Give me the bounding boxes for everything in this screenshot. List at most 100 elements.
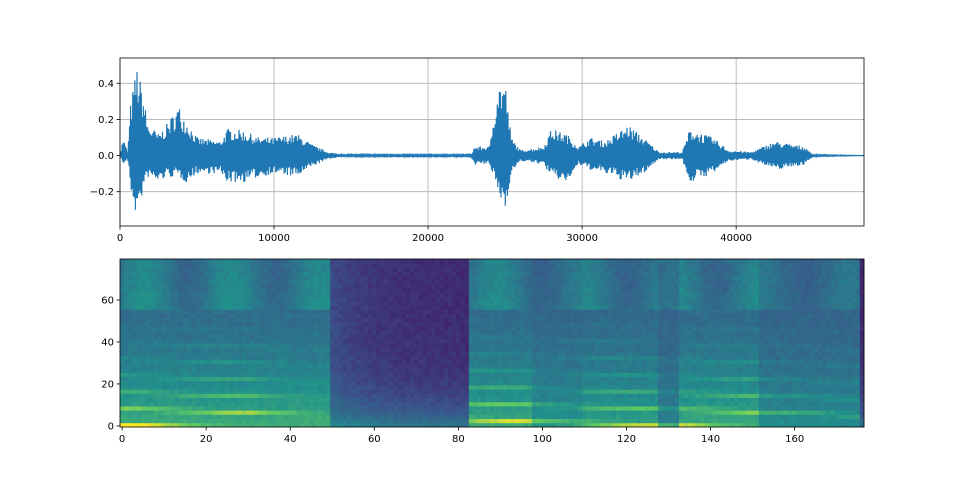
spectrogram-cell	[385, 309, 390, 314]
spectrogram-cell	[481, 389, 486, 394]
spectrogram-cell	[351, 385, 356, 390]
spectrogram-cell	[637, 385, 642, 390]
spectrogram-cell	[591, 372, 596, 377]
spectrogram-cell	[305, 347, 310, 352]
spectrogram-cell	[187, 410, 192, 415]
spectrogram-cell	[330, 351, 335, 356]
spectrogram-cell	[187, 301, 192, 306]
spectrogram-cell	[637, 314, 642, 319]
spectrogram-cell	[402, 322, 407, 327]
spectrogram-cell	[246, 356, 251, 361]
spectrogram-cell	[418, 398, 423, 403]
spectrogram-cell	[557, 272, 562, 277]
spectrogram-cell	[397, 343, 402, 348]
spectrogram-cell	[540, 276, 545, 281]
spectrogram-cell	[528, 309, 533, 314]
spectrogram-cell	[200, 309, 205, 314]
spectrogram-cell	[498, 276, 503, 281]
spectrogram-cell	[494, 280, 499, 285]
spectrogram-cell	[612, 335, 617, 340]
spectrogram-cell	[221, 398, 226, 403]
spectrogram-cell	[612, 360, 617, 365]
spectrogram-cell	[162, 414, 167, 419]
spectrogram-cell	[524, 347, 529, 352]
spectrogram-cell	[448, 284, 453, 289]
spectrogram-cell	[481, 368, 486, 373]
spectrogram-cell	[460, 293, 465, 298]
spectrogram-cell	[238, 364, 243, 369]
spectrogram-cell	[393, 305, 398, 310]
spectrogram-cell	[452, 351, 457, 356]
spectrogram-cell	[196, 414, 201, 419]
spectrogram-cell	[175, 381, 180, 386]
spectrogram-cell	[305, 393, 310, 398]
spectrogram-cell	[297, 402, 302, 407]
spectrogram-cell	[637, 326, 642, 331]
spectrogram-cell	[427, 389, 432, 394]
spectrogram-cell	[217, 385, 222, 390]
spectrogram-cell	[465, 368, 470, 373]
spectrogram-cell	[343, 305, 348, 310]
spectrogram-cell	[603, 343, 608, 348]
spectrogram-cell	[608, 330, 613, 335]
spectrogram-cell	[351, 398, 356, 403]
spectrogram-cell	[196, 347, 201, 352]
spectrogram-cell	[276, 393, 281, 398]
spectrogram-cell	[427, 398, 432, 403]
spectrogram-cell	[364, 263, 369, 268]
spectrogram-cell	[246, 263, 251, 268]
spectrogram-cell	[515, 280, 520, 285]
spectrogram-cell	[158, 393, 163, 398]
spectrogram-cell	[368, 335, 373, 340]
spectrogram-cell	[406, 305, 411, 310]
spectrogram-cell	[637, 347, 642, 352]
spectrogram-cell	[414, 389, 419, 394]
spectrogram-cell	[460, 318, 465, 323]
spectrogram-cell	[616, 410, 621, 415]
spectrogram-cell	[494, 301, 499, 306]
spectrogram-cell	[280, 410, 285, 415]
spectrogram-cell	[137, 393, 142, 398]
spectrogram-cell	[414, 377, 419, 382]
y-tick-label: 0.2	[98, 115, 114, 126]
spectrogram-cell	[242, 343, 247, 348]
spectrogram-cell	[456, 305, 461, 310]
spectrogram-cell	[322, 368, 327, 373]
spectrogram-cell	[477, 419, 482, 424]
spectrogram-cell	[427, 385, 432, 390]
spectrogram-cell	[381, 360, 386, 365]
spectrogram-cell	[423, 393, 428, 398]
spectrogram-cell	[255, 309, 260, 314]
spectrogram-cell	[326, 305, 331, 310]
spectrogram-cell	[313, 406, 318, 411]
spectrogram-cell	[595, 368, 600, 373]
spectrogram-cell	[393, 309, 398, 314]
spectrogram-cell	[204, 297, 209, 302]
spectrogram-cell	[524, 284, 529, 289]
spectrogram-cell	[519, 263, 524, 268]
spectrogram-cell	[427, 377, 432, 382]
spectrogram-cell	[557, 360, 562, 365]
spectrogram-cell	[162, 389, 167, 394]
spectrogram-cell	[191, 326, 196, 331]
spectrogram-cell	[397, 297, 402, 302]
spectrogram-cell	[570, 272, 575, 277]
spectrogram-cell	[183, 339, 188, 344]
spectrogram-cell	[217, 263, 222, 268]
spectrogram-cell	[393, 276, 398, 281]
spectrogram-cell	[217, 419, 222, 424]
spectrogram-cell	[524, 368, 529, 373]
spectrogram-cell	[540, 356, 545, 361]
spectrogram-cell	[124, 410, 129, 415]
spectrogram-cell	[431, 419, 436, 424]
spectrogram-cell	[292, 284, 297, 289]
spectrogram-cell	[145, 339, 150, 344]
spectrogram-cell	[578, 326, 583, 331]
spectrogram-cell	[225, 351, 230, 356]
spectrogram-cell	[385, 402, 390, 407]
spectrogram-cell	[263, 301, 268, 306]
spectrogram-cell	[339, 288, 344, 293]
spectrogram-cell	[255, 389, 260, 394]
spectrogram-cell	[582, 339, 587, 344]
spectrogram-cell	[465, 326, 470, 331]
